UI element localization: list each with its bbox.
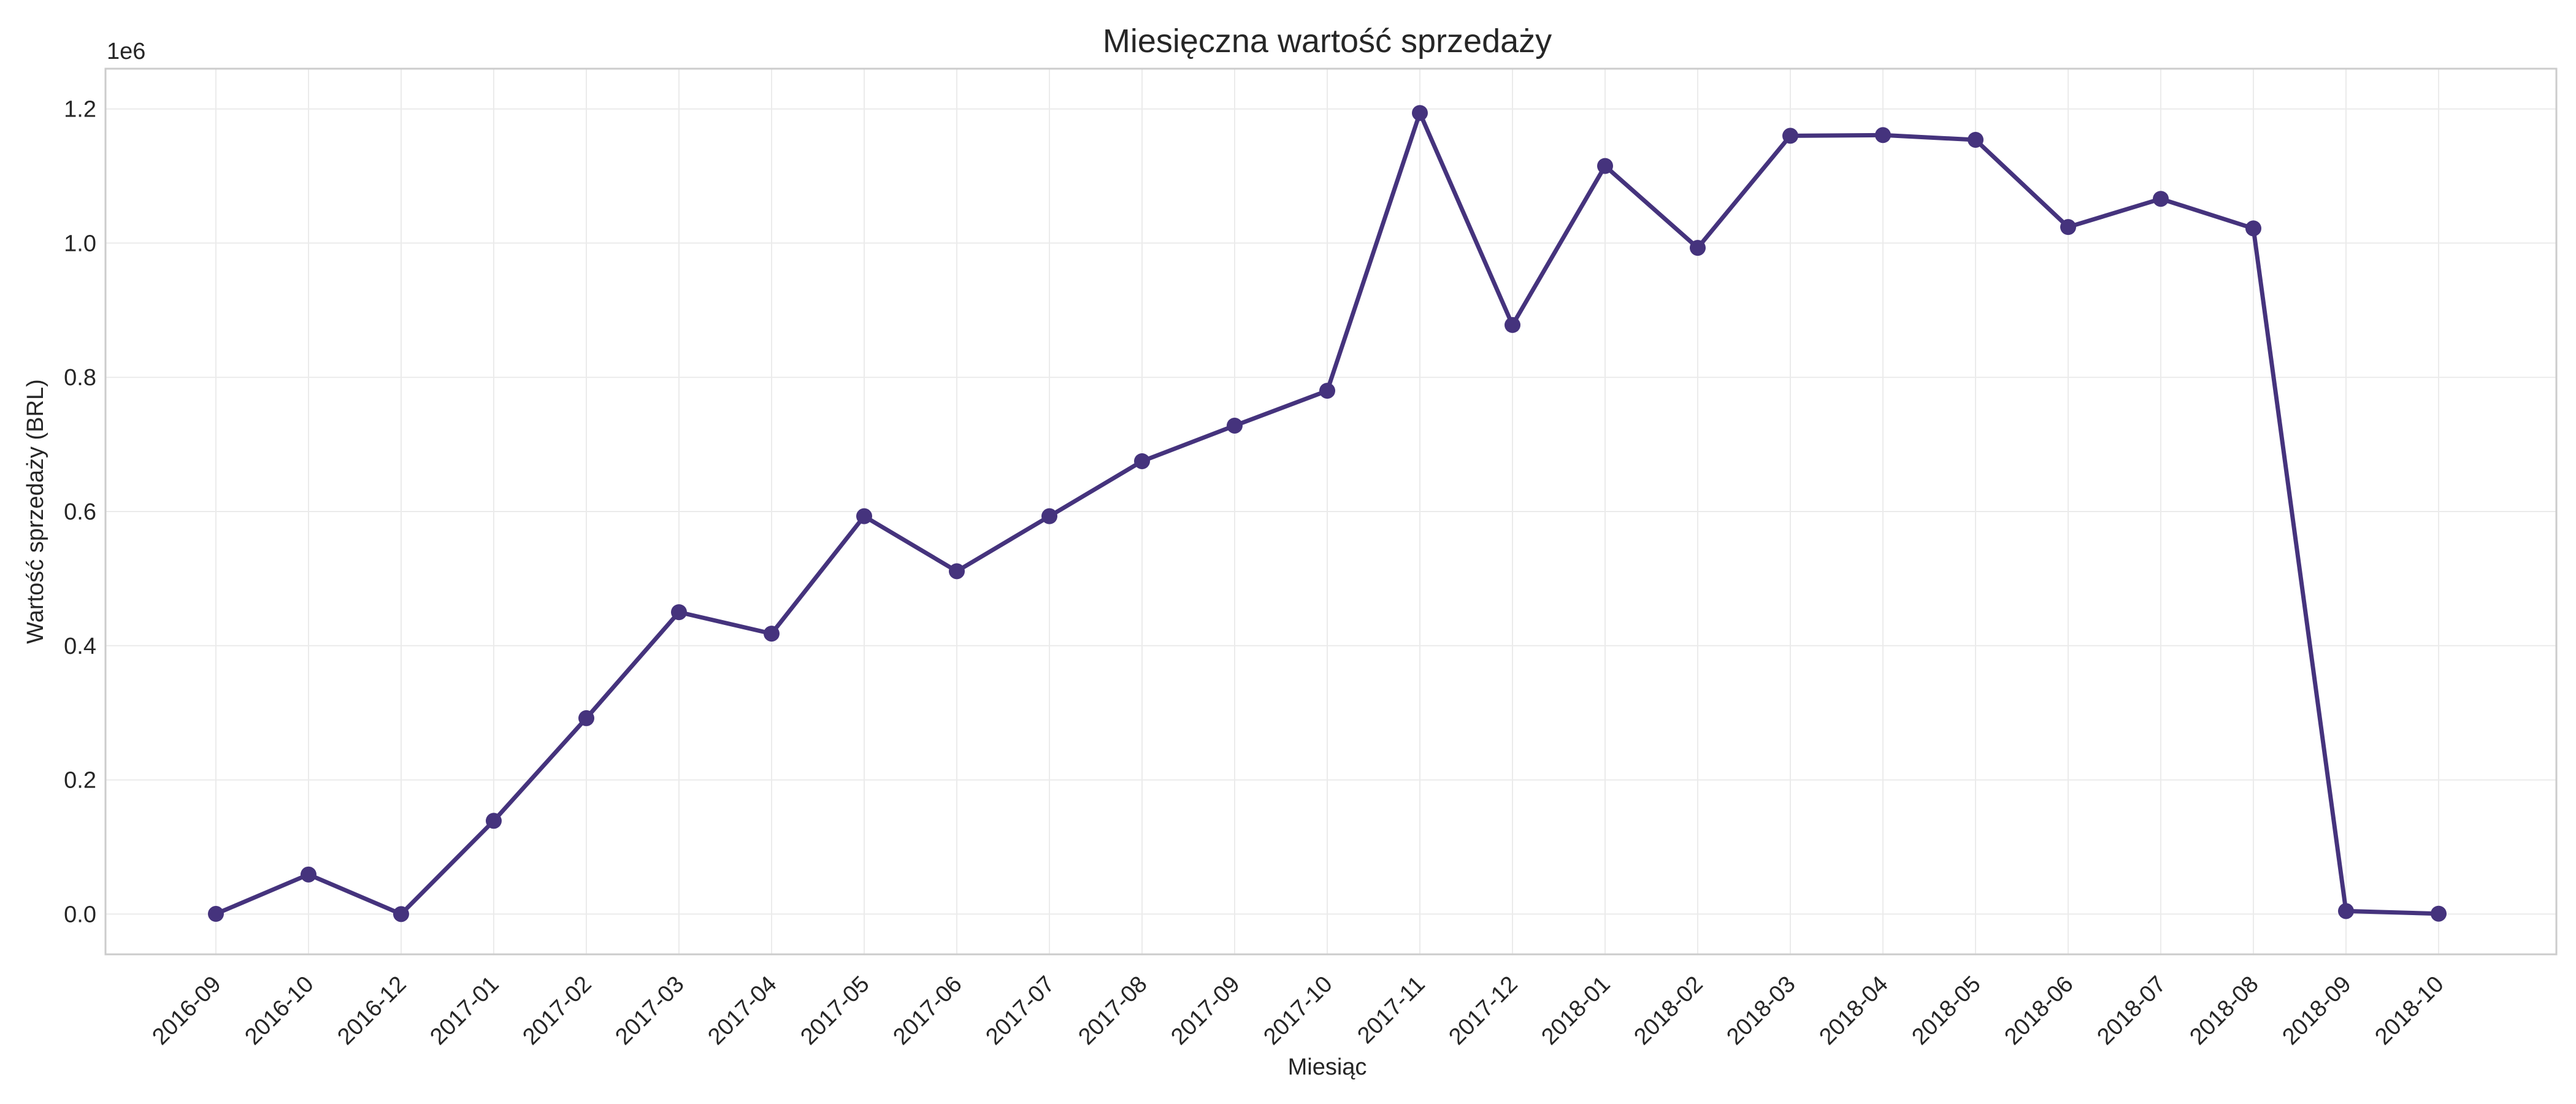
data-point-2018-06 xyxy=(2060,219,2076,235)
data-point-2017-10 xyxy=(1319,383,1335,399)
x-tick-label: 2016-09 xyxy=(147,972,226,1050)
x-tick-label: 2016-10 xyxy=(240,972,318,1050)
y-axis-label: Wartość sprzedaży (BRL) xyxy=(23,379,48,643)
y-tick-label: 0.8 xyxy=(64,365,96,391)
data-point-2017-01 xyxy=(486,813,502,829)
data-point-2018-03 xyxy=(1782,128,1798,144)
x-tick-label: 2018-05 xyxy=(1907,972,1985,1050)
x-tick-label: 2017-08 xyxy=(1073,972,1152,1050)
data-point-2018-08 xyxy=(2245,220,2261,236)
data-point-2018-01 xyxy=(1597,158,1613,174)
x-tick-label: 2018-08 xyxy=(2185,972,2263,1050)
x-axis-label: Miesiąc xyxy=(1288,1054,1367,1080)
data-point-2018-04 xyxy=(1875,127,1891,143)
x-tick-label: 2016-12 xyxy=(332,972,411,1050)
data-point-2018-05 xyxy=(1968,132,1984,148)
y-tick-label: 1.2 xyxy=(64,97,96,123)
x-tick-label: 2017-10 xyxy=(1259,972,1337,1050)
data-point-2017-08 xyxy=(1134,453,1150,469)
x-tick-label: 2018-03 xyxy=(1722,972,1800,1050)
x-tick-label: 2017-05 xyxy=(795,972,874,1050)
x-tick-label: 2018-02 xyxy=(1629,972,1708,1050)
data-point-2017-11 xyxy=(1412,105,1428,121)
x-tick-label: 2017-09 xyxy=(1166,972,1244,1050)
y-axis-ticks: 0.0 0.2 0.4 0.6 0.8 1.0 1.2 xyxy=(64,97,96,928)
data-point-2017-07 xyxy=(1041,508,1057,524)
x-tick-label: 2018-07 xyxy=(2092,972,2171,1050)
y-tick-label: 0.0 xyxy=(64,902,96,927)
chart-title: Miesięczna wartość sprzedaży xyxy=(1103,23,1552,59)
data-point-2017-04 xyxy=(764,626,780,642)
x-tick-label: 2017-03 xyxy=(610,972,689,1050)
data-point-2017-06 xyxy=(949,563,965,579)
data-point-2017-02 xyxy=(578,710,594,726)
data-point-2018-07 xyxy=(2153,191,2169,207)
data-point-2017-09 xyxy=(1227,418,1243,434)
y-tick-label: 0.2 xyxy=(64,768,96,794)
y-tick-label: 0.4 xyxy=(64,634,96,659)
x-tick-label: 2017-04 xyxy=(703,972,781,1050)
data-point-2018-02 xyxy=(1690,240,1706,256)
x-tick-label: 2017-07 xyxy=(981,972,1059,1050)
data-point-2016-10 xyxy=(301,867,316,883)
data-point-2016-09 xyxy=(208,906,224,922)
x-tick-label: 2017-06 xyxy=(888,972,967,1050)
data-point-2018-10 xyxy=(2431,906,2447,922)
data-point-2017-12 xyxy=(1505,317,1520,333)
x-tick-label: 2017-02 xyxy=(518,972,596,1050)
data-point-2017-03 xyxy=(671,604,687,620)
data-point-2018-09 xyxy=(2338,903,2354,919)
x-axis-ticks: 2016-09 2016-10 2016-12 2017-01 2017-02 2017-… xyxy=(147,972,2448,1050)
x-tick-label: 2017-01 xyxy=(425,972,504,1050)
x-tick-label: 2018-10 xyxy=(2370,972,2448,1050)
x-tick-label: 2017-11 xyxy=(1352,972,1430,1049)
data-point-2016-12 xyxy=(393,906,409,922)
x-tick-label: 2017-12 xyxy=(1444,972,1522,1050)
y-axis-multiplier: 1e6 xyxy=(107,39,145,64)
data-point-2017-05 xyxy=(856,508,872,524)
x-tick-label: 2018-06 xyxy=(1999,972,2078,1050)
y-tick-label: 1.0 xyxy=(64,231,96,256)
x-tick-label: 2018-09 xyxy=(2277,972,2356,1050)
y-tick-label: 0.6 xyxy=(64,499,96,525)
x-tick-label: 2018-04 xyxy=(1814,972,1893,1050)
x-tick-label: 2018-01 xyxy=(1536,972,1615,1050)
